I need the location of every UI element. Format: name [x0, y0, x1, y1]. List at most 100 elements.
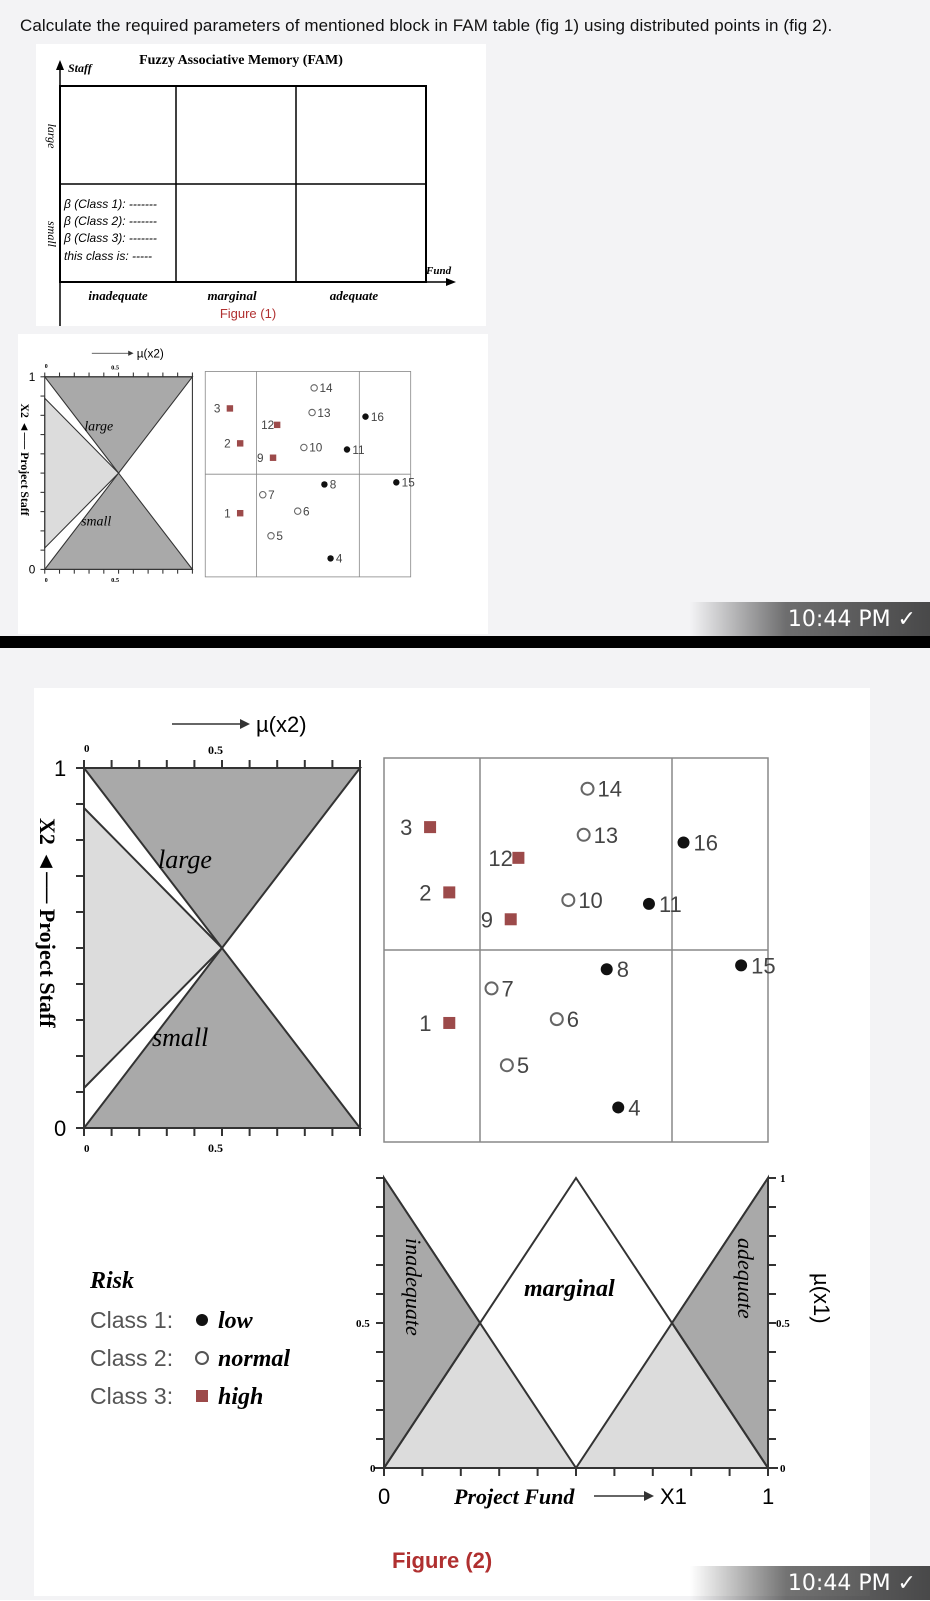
set-inadequate-label: inadequate: [401, 1238, 426, 1336]
fam-col-inadequate: inadequate: [88, 288, 147, 303]
y-tick-one: 1: [54, 756, 66, 781]
point-marker-high: [236, 440, 244, 447]
point-label: 1: [224, 507, 231, 520]
point-marker-normal: [267, 532, 275, 540]
fund-axis-label: Project Fund: [453, 1484, 575, 1509]
point-marker-low: [612, 1101, 625, 1114]
fam-col-marginal: marginal: [207, 288, 257, 303]
point-marker-high: [236, 509, 244, 517]
point-marker-normal: [300, 443, 308, 452]
x1-arrow-icon: [644, 1491, 654, 1501]
marginal-set-outline: [383, 1176, 769, 1469]
point-label: 3: [214, 403, 221, 416]
point-marker-high: [273, 421, 281, 429]
legend-class-label: Class 2:: [90, 1345, 173, 1371]
point-marker-high: [512, 851, 525, 864]
point-marker-normal: [576, 827, 591, 842]
point-label: 10: [309, 442, 323, 455]
screenshot-bottom: 1 0 0.5 0.5 0 0 µ(x2) X2 ◄── Project Staff large…: [0, 648, 930, 1600]
point-label: 15: [751, 953, 775, 978]
point-label: 9: [257, 452, 264, 465]
mu-arrow-icon: [240, 719, 250, 729]
legend-open-circle-icon: [195, 1351, 209, 1365]
set-adequate-label: adequate: [733, 1238, 758, 1319]
top-tick-half: 0.5: [111, 364, 119, 371]
question-text: Calculate the required parameters of men…: [20, 16, 833, 35]
timestamp-overlay: 10:44 PM ✓: [690, 602, 930, 636]
point-marker-normal: [259, 490, 267, 499]
point-marker-high: [504, 913, 517, 926]
fam-cell-line: this class is: -----: [64, 249, 152, 263]
point-label: 6: [303, 505, 310, 518]
fam-cell-line: β (Class 1): -------: [63, 197, 157, 211]
fund-tick-one-right: 1: [780, 1173, 786, 1185]
legend-risk-name: normal: [218, 1346, 290, 1372]
point-marker-normal: [549, 1012, 564, 1027]
point-label: 4: [336, 553, 343, 566]
legend-filled-circle-icon: [196, 1314, 208, 1326]
screenshot-divider: [0, 636, 930, 648]
fund-tick-half-right: 0.5: [776, 1318, 790, 1330]
mu-x2-label: µ(x2): [256, 712, 307, 737]
bottom-tick-half: 0.5: [111, 577, 119, 584]
point-label: 7: [502, 976, 514, 1001]
fig2-preview-panel: 1 0 0.5 0.5 0 0 µ(x2) X2 ◄── Project Staff large…: [18, 334, 488, 634]
point-label: 11: [352, 444, 364, 457]
point-marker-low: [677, 836, 690, 849]
point-label: 5: [276, 530, 283, 543]
point-label: 9: [481, 907, 493, 932]
point-label: 2: [224, 438, 231, 451]
set-marginal-label: marginal: [524, 1276, 615, 1302]
timestamp: 10:44 PM ✓: [787, 1571, 916, 1596]
point-label: 8: [617, 957, 629, 982]
point-label: 7: [268, 489, 275, 502]
set-large-label: large: [158, 845, 212, 874]
point-marker-normal: [580, 781, 595, 796]
staff-axis-label: X2 ◄── Project Staff: [35, 818, 60, 1028]
point-marker-normal: [293, 507, 302, 515]
point-label: 14: [598, 777, 622, 802]
point-marker-high: [443, 1016, 456, 1029]
point-label: 10: [578, 888, 602, 913]
top-tick-zero: 0: [45, 364, 48, 370]
point-marker-high: [269, 454, 277, 461]
point-label: 13: [594, 823, 618, 848]
legend-risk-name: low: [218, 1308, 254, 1334]
staff-axis-label: X2 ◄── Project Staff: [18, 404, 31, 517]
point-marker-normal: [561, 893, 576, 908]
mu-x2-label: µ(x2): [137, 348, 164, 361]
legend-class-label: Class 1:: [90, 1307, 173, 1333]
legend-square-icon: [196, 1390, 208, 1402]
fund-tick-half: 0.5: [356, 1318, 370, 1330]
bottom-tick-zero: 0: [84, 1143, 90, 1155]
point-marker-low: [393, 479, 400, 486]
point-marker-normal: [310, 384, 318, 392]
point-marker-normal: [308, 408, 316, 417]
point-marker-high: [443, 886, 456, 899]
fund-tick-zero-right: 0: [780, 1463, 786, 1475]
y-tick-zero: 0: [54, 1116, 66, 1141]
x-tick-one: 1: [762, 1484, 774, 1509]
point-label: 4: [628, 1095, 640, 1120]
legend-risk-name: high: [218, 1384, 263, 1410]
point-marker-low: [600, 963, 613, 976]
x-arrowhead-icon: [446, 278, 456, 286]
screenshot-top: Calculate the required parameters of men…: [0, 0, 930, 636]
fam-col-adequate: adequate: [330, 288, 379, 303]
y-tick-one: 1: [29, 371, 36, 384]
point-label: 12: [261, 419, 274, 432]
x-tick-zero: 0: [378, 1484, 390, 1509]
figure-1-caption: Figure (1): [220, 306, 276, 321]
fam-cell-line: β (Class 2): -------: [63, 214, 157, 228]
mu-x1-label: µ(x1): [809, 1273, 834, 1324]
fam-table: Fuzzy Associative Memory (FAM) Staff Fun…: [45, 53, 456, 334]
fam-title: Fuzzy Associative Memory (FAM): [139, 53, 343, 68]
fam-y-axis: Staff: [68, 61, 93, 75]
point-marker-normal: [484, 981, 499, 996]
point-marker-high: [226, 405, 234, 412]
point-label: 5: [517, 1053, 529, 1078]
